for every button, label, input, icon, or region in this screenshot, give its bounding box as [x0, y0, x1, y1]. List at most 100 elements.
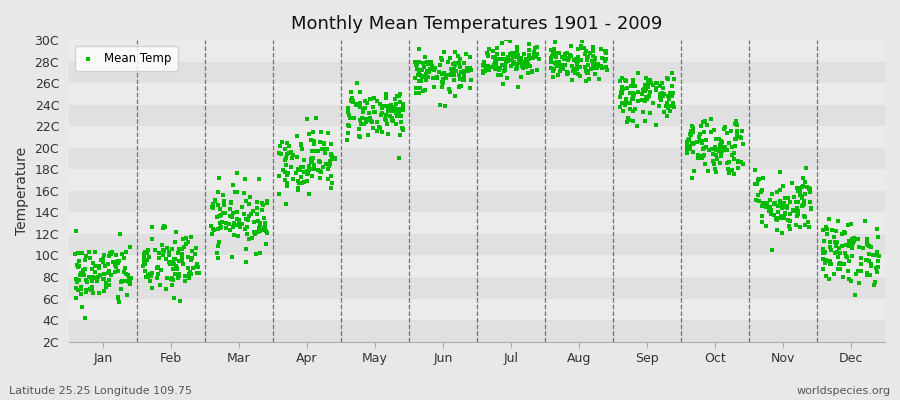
Mean Temp: [316, 164, 330, 170]
Mean Temp: [92, 264, 106, 271]
Mean Temp: [277, 177, 292, 184]
Mean Temp: [75, 304, 89, 311]
Mean Temp: [644, 89, 658, 95]
Mean Temp: [528, 44, 543, 51]
Mean Temp: [663, 108, 678, 115]
Mean Temp: [793, 224, 807, 230]
Mean Temp: [385, 116, 400, 123]
Mean Temp: [259, 230, 274, 237]
Mean Temp: [554, 54, 569, 60]
Mean Temp: [816, 246, 831, 252]
Mean Temp: [580, 62, 595, 68]
Mean Temp: [649, 87, 663, 93]
Mean Temp: [237, 211, 251, 218]
Mean Temp: [379, 90, 393, 97]
Mean Temp: [775, 203, 789, 210]
Mean Temp: [698, 118, 713, 124]
Mean Temp: [170, 274, 184, 280]
Mean Temp: [587, 64, 601, 71]
Mean Temp: [204, 223, 219, 230]
Mean Temp: [844, 278, 859, 284]
Mean Temp: [482, 52, 496, 58]
Mean Temp: [367, 109, 382, 116]
Mean Temp: [796, 198, 811, 204]
Mean Temp: [239, 231, 254, 238]
Mean Temp: [420, 74, 435, 80]
Mean Temp: [565, 77, 580, 83]
Mean Temp: [525, 68, 539, 75]
Mean Temp: [513, 74, 527, 80]
Mean Temp: [78, 252, 93, 259]
Mean Temp: [772, 168, 787, 175]
Mean Temp: [248, 229, 262, 235]
Mean Temp: [548, 60, 562, 66]
Mean Temp: [820, 231, 834, 237]
Mean Temp: [373, 125, 387, 132]
Mean Temp: [79, 276, 94, 283]
Mean Temp: [860, 257, 874, 263]
Mean Temp: [375, 105, 390, 111]
Mean Temp: [324, 185, 338, 192]
Mean Temp: [444, 66, 458, 72]
Mean Temp: [550, 58, 564, 65]
Mean Temp: [626, 91, 641, 97]
Mean Temp: [84, 287, 98, 293]
Mean Temp: [408, 59, 422, 65]
Mean Temp: [752, 198, 766, 204]
Mean Temp: [177, 273, 192, 279]
Mean Temp: [445, 68, 459, 74]
Mean Temp: [298, 169, 312, 175]
Mean Temp: [384, 104, 399, 110]
Mean Temp: [389, 107, 403, 114]
Mean Temp: [439, 75, 454, 82]
Mean Temp: [346, 98, 360, 104]
Mean Temp: [619, 96, 634, 102]
Mean Temp: [685, 175, 699, 181]
Mean Temp: [696, 153, 710, 160]
Mean Temp: [305, 159, 320, 166]
Mean Temp: [166, 276, 180, 283]
Mean Temp: [570, 66, 584, 72]
Mean Temp: [637, 86, 652, 92]
Mean Temp: [408, 75, 422, 82]
Mean Temp: [567, 66, 581, 72]
Mean Temp: [446, 72, 461, 78]
Mean Temp: [317, 141, 331, 147]
Mean Temp: [279, 200, 293, 207]
Mean Temp: [98, 263, 112, 270]
Mean Temp: [554, 65, 568, 72]
Mean Temp: [863, 263, 878, 270]
Mean Temp: [311, 158, 326, 164]
Mean Temp: [570, 62, 584, 68]
Mean Temp: [519, 56, 534, 62]
Mean Temp: [186, 265, 201, 271]
Mean Temp: [824, 244, 838, 251]
Mean Temp: [788, 222, 803, 228]
Mean Temp: [248, 218, 262, 225]
Mean Temp: [870, 269, 885, 275]
Mean Temp: [569, 58, 583, 64]
Mean Temp: [774, 212, 788, 219]
Mean Temp: [704, 116, 718, 122]
Mean Temp: [626, 118, 641, 124]
Mean Temp: [257, 215, 272, 221]
Mean Temp: [769, 216, 783, 222]
Mean Temp: [211, 255, 225, 261]
Mean Temp: [613, 93, 627, 100]
Mean Temp: [181, 254, 195, 260]
Mean Temp: [235, 221, 249, 227]
Mean Temp: [272, 191, 286, 198]
Mean Temp: [237, 190, 251, 196]
Mean Temp: [97, 270, 112, 277]
Mean Temp: [181, 264, 195, 271]
Mean Temp: [257, 220, 272, 226]
Mean Temp: [89, 278, 104, 284]
Mean Temp: [136, 263, 150, 269]
Mean Temp: [366, 125, 381, 131]
Mean Temp: [568, 70, 582, 76]
Mean Temp: [295, 180, 310, 187]
Mean Temp: [571, 71, 585, 78]
Mean Temp: [485, 64, 500, 70]
Mean Temp: [151, 264, 166, 270]
Mean Temp: [775, 205, 789, 212]
